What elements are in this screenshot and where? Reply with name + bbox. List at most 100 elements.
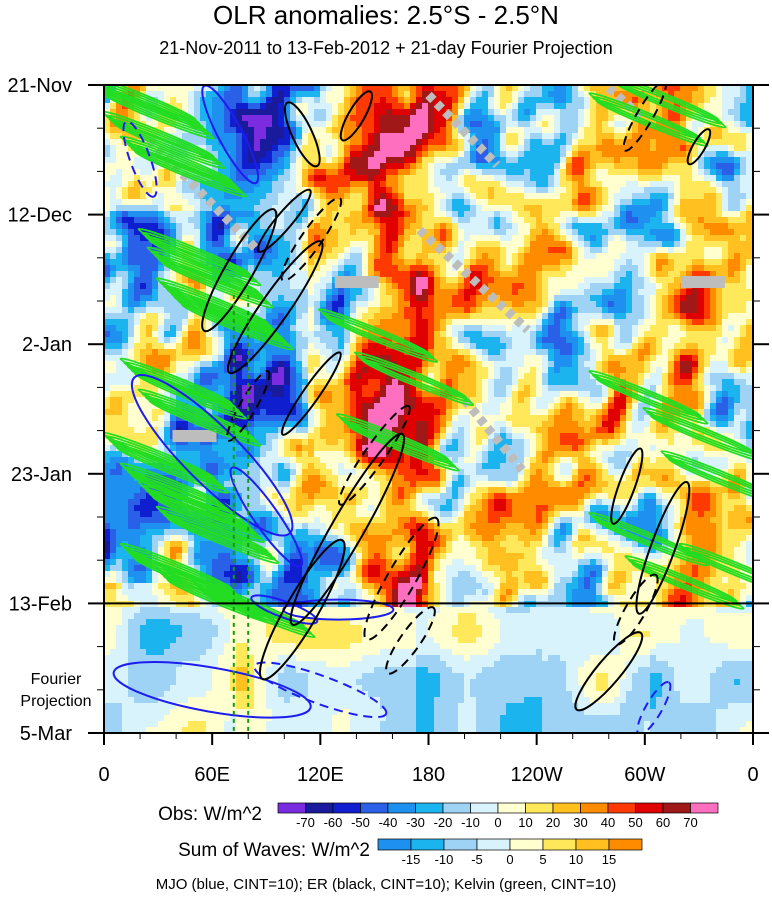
heatmap-cell (284, 187, 291, 194)
heatmap-cell (200, 115, 207, 122)
heatmap-cell (128, 607, 135, 614)
heatmap-cell (146, 595, 153, 602)
heatmap-cell (344, 553, 351, 560)
heatmap-cell (188, 235, 195, 242)
heatmap-cell (326, 511, 333, 518)
heatmap-cell (188, 559, 195, 566)
heatmap-cell (368, 187, 375, 194)
heatmap-cell (128, 187, 135, 194)
heatmap-cell (338, 175, 345, 182)
heatmap-cell (296, 727, 303, 733)
heatmap-cell (308, 217, 315, 224)
heatmap-cell (188, 187, 195, 194)
heatmap-cell (332, 127, 339, 134)
heatmap-cell (212, 673, 219, 680)
heatmap-cell (128, 535, 135, 542)
heatmap-cell (362, 577, 369, 584)
heatmap-cell (344, 457, 351, 464)
heatmap-cell (170, 511, 177, 518)
heatmap-cell (350, 211, 357, 218)
heatmap-cell (374, 397, 381, 404)
heatmap-cell (368, 481, 375, 488)
heatmap-cell (236, 115, 243, 122)
heatmap-cell (254, 679, 261, 686)
heatmap-cell (260, 679, 267, 686)
heatmap-cell (284, 397, 291, 404)
heatmap-cell (254, 685, 261, 692)
heatmap-cell (320, 589, 327, 596)
heatmap-cell (284, 487, 291, 494)
heatmap-cell (290, 127, 297, 134)
heatmap-cell (284, 445, 291, 452)
heatmap-cell (380, 235, 387, 242)
heatmap-cell (332, 451, 339, 458)
heatmap-cell (236, 643, 243, 650)
heatmap-cell (266, 673, 273, 680)
heatmap-cell (350, 469, 357, 476)
heatmap-cell (146, 619, 153, 626)
heatmap-cell (164, 211, 171, 218)
heatmap-cell (206, 685, 213, 692)
heatmap-cell (122, 367, 129, 374)
heatmap-cell (248, 379, 255, 386)
heatmap-cell (362, 667, 369, 674)
heatmap-cell (140, 301, 147, 308)
heatmap-cell (296, 409, 303, 416)
heatmap-cell (218, 613, 225, 620)
heatmap-cell (236, 445, 243, 452)
heatmap-cell (218, 343, 225, 350)
heatmap-cell (308, 613, 315, 620)
heatmap-cell (338, 493, 345, 500)
heatmap-cell (128, 229, 135, 236)
heatmap-cell (314, 427, 321, 434)
heatmap-cell (374, 409, 381, 416)
heatmap-cell (362, 199, 369, 206)
heatmap-cell (170, 595, 177, 602)
heatmap-cell (344, 709, 351, 716)
heatmap-cell (230, 169, 237, 176)
heatmap-cell (356, 247, 363, 254)
heatmap-cell (290, 373, 297, 380)
heatmap-cell (260, 241, 267, 248)
heatmap-cell (356, 439, 363, 446)
heatmap-cell (236, 175, 243, 182)
heatmap-cell (128, 673, 135, 680)
heatmap-cell (326, 433, 333, 440)
heatmap-cell (326, 289, 333, 296)
heatmap-cell (158, 355, 165, 362)
heatmap-cell (116, 181, 123, 188)
heatmap-cell (320, 187, 327, 194)
heatmap-cell (374, 181, 381, 188)
heatmap-cell (290, 391, 297, 398)
heatmap-cell (170, 343, 177, 350)
heatmap-cell (152, 709, 159, 716)
heatmap-cell (206, 331, 213, 338)
heatmap-cell (218, 121, 225, 128)
heatmap-cell (296, 385, 303, 392)
heatmap-cell (326, 367, 333, 374)
heatmap-cell (296, 379, 303, 386)
heatmap-cell (170, 229, 177, 236)
heatmap-cell (308, 265, 315, 272)
heatmap-cell (104, 157, 111, 164)
heatmap-cell (308, 133, 315, 140)
heatmap-cell (338, 727, 345, 733)
heatmap-cell (140, 85, 147, 92)
heatmap-cell (362, 505, 369, 512)
heatmap-cell (332, 421, 339, 428)
heatmap-cell (284, 235, 291, 242)
heatmap-cell (362, 313, 369, 320)
heatmap-cell (146, 541, 153, 548)
heatmap-cell (206, 349, 213, 356)
heatmap-cell (374, 265, 381, 272)
heatmap-cell (326, 163, 333, 170)
heatmap-cell (350, 577, 357, 584)
heatmap-cell (380, 205, 387, 212)
heatmap-cell (134, 163, 141, 170)
heatmap-cell (170, 187, 177, 194)
heatmap-cell (200, 211, 207, 218)
heatmap-cell (128, 697, 135, 704)
heatmap-cell (230, 691, 237, 698)
heatmap-cell (314, 637, 321, 644)
heatmap-cell (146, 685, 153, 692)
